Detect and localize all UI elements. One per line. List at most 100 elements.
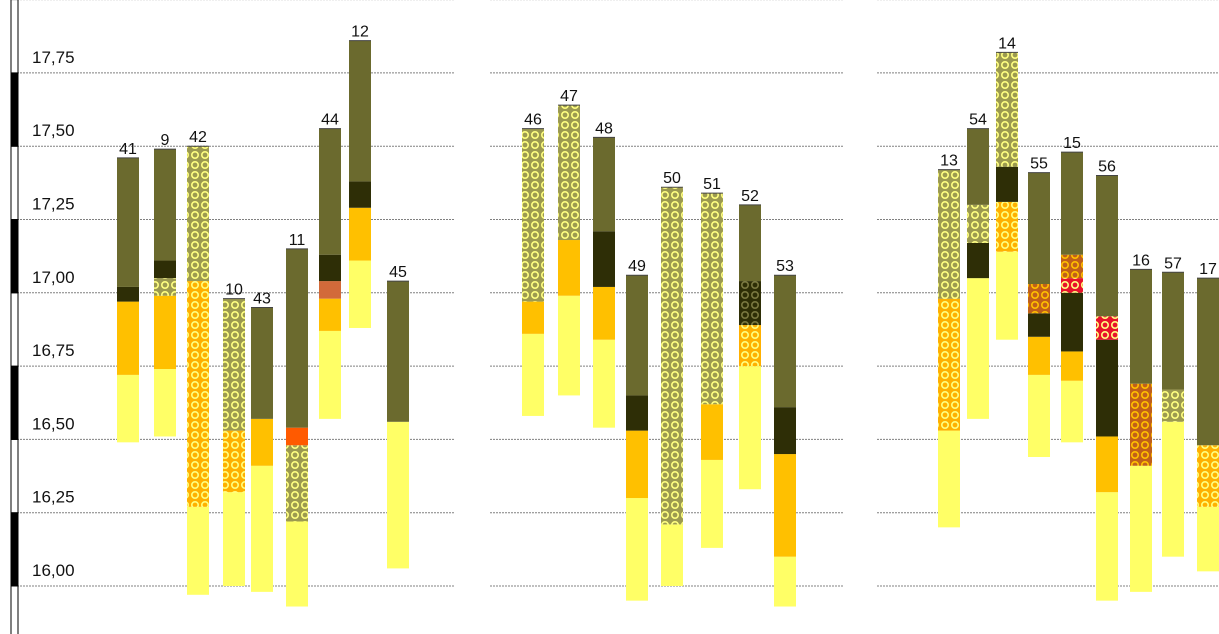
bar-segment-olive	[349, 40, 371, 182]
bar-segment-light-yellow	[739, 366, 761, 490]
bar-segment-rust-dots	[1061, 254, 1083, 279]
bar-segment-orange-dots	[996, 201, 1018, 252]
column-label: 12	[351, 24, 369, 41]
column-label: 41	[119, 141, 137, 158]
bar-segment-orange	[349, 207, 371, 261]
y-tick-label: 17,75	[32, 48, 75, 67]
axis-segment	[10, 145, 19, 220]
axis-segment	[10, 219, 19, 294]
bar-segment-light-yellow	[774, 556, 796, 607]
bar-segment-olive-dots	[701, 193, 723, 405]
bar-segment-orange	[558, 240, 580, 296]
column-label: 44	[321, 112, 339, 129]
bar-segment-olive	[626, 275, 648, 396]
column-label: 16	[1132, 252, 1150, 269]
bar-segment-olive	[286, 248, 308, 428]
bar-segment-light-yellow	[1197, 506, 1219, 572]
bar-segment-light-yellow	[593, 339, 615, 428]
bar-segment-olive	[117, 157, 139, 287]
bar-segment-dark	[154, 260, 176, 279]
axis-segment	[10, 585, 19, 634]
bar-segment-olive-dots	[661, 187, 683, 525]
bar-segment-olive-dots	[558, 105, 580, 241]
bar-segment-orange-dots	[187, 281, 209, 507]
bar-segment-red-dots	[1096, 316, 1118, 340]
bar-segment-olive-dots	[286, 445, 308, 522]
bar-segment-terracotta	[319, 281, 341, 299]
y-tick-label: 16,00	[32, 561, 75, 580]
bar-segment-olive-dots	[938, 169, 960, 299]
bar-segment-olive	[593, 137, 615, 232]
axis-segment	[10, 292, 19, 367]
bar-segment-dark-dots	[739, 281, 761, 326]
bar-segment-olive-dots	[223, 298, 245, 431]
axis-segment	[10, 72, 19, 147]
column-label: 54	[969, 112, 987, 129]
bar-segment-olive	[1028, 172, 1050, 285]
bar-segment-light-yellow	[701, 459, 723, 548]
bar-segment-light-yellow	[251, 465, 273, 592]
y-tick-label: 16,75	[32, 341, 75, 360]
y-tick-label: 16,25	[32, 488, 75, 507]
axis-segment	[10, 365, 19, 440]
bar-segment-rust-dots	[1130, 383, 1152, 466]
y-tick-label: 17,25	[32, 195, 75, 214]
column-label: 46	[524, 112, 542, 129]
bar-segment-orange	[626, 430, 648, 499]
bar-segment-orange	[1061, 351, 1083, 381]
column-label: 56	[1098, 159, 1116, 176]
bar-segment-red-orange	[286, 427, 308, 446]
column-labels: 41 9 42 10 43 11 44 12 45 46 47 48 49 50 51 52 53 13 54 14 5…	[119, 24, 1217, 308]
bar-segment-light-yellow	[938, 430, 960, 528]
bar-segment-olive	[1162, 272, 1184, 390]
bar-segment-dark	[349, 181, 371, 208]
column-label: 14	[998, 35, 1016, 52]
bar-segment-dark	[967, 242, 989, 279]
column-label: 17	[1199, 261, 1217, 278]
column-label: 45	[389, 264, 407, 281]
bar-segment-olive	[967, 128, 989, 205]
bar-segment-light-yellow	[349, 260, 371, 328]
bar-segment-olive	[387, 281, 409, 422]
bar-segment-orange	[319, 298, 341, 331]
y-axis: 16,00 16,25 16,50 16,75 17,00 17,25 17,50 17,75…	[10, 0, 75, 634]
column-label: 43	[253, 290, 271, 307]
bar-segment-light-yellow	[1028, 374, 1050, 457]
column-label: 55	[1030, 156, 1048, 173]
bar-segment-olive	[1096, 175, 1118, 317]
bar-segment-light-yellow	[626, 498, 648, 601]
bar-segment-light-yellow	[117, 374, 139, 443]
bar-segment-light-yellow	[1061, 380, 1083, 443]
bar-segment-olive	[251, 307, 273, 419]
bar-segment-olive	[774, 275, 796, 408]
bar-segment-orange	[774, 454, 796, 557]
bar-segment-olive-dots	[522, 128, 544, 302]
column-label: 42	[189, 129, 207, 146]
bar-segment-light-yellow	[661, 524, 683, 586]
bar-segment-dark	[996, 166, 1018, 202]
bar-segment-orange	[522, 301, 544, 334]
y-tick-label: 17,00	[32, 268, 75, 287]
bar-segment-orange	[251, 418, 273, 466]
column-label: 15	[1063, 135, 1081, 152]
bar-segment-olive-dots	[996, 52, 1018, 167]
bar-segment-olive	[739, 204, 761, 282]
column-label: 10	[225, 282, 243, 299]
bar-segment-rust-dots	[1028, 284, 1050, 314]
bar-segment-olive	[1130, 269, 1152, 384]
column-label: 53	[776, 258, 794, 275]
bar-segment-orange-dots	[739, 325, 761, 367]
bar-segment-orange	[154, 295, 176, 370]
bar-segment-olive	[154, 149, 176, 261]
bar-segment-olive	[1197, 278, 1219, 446]
bar-segment-olive	[319, 128, 341, 255]
column-label: 52	[741, 188, 759, 205]
bar-segment-light-yellow	[223, 492, 245, 586]
column-label: 51	[703, 176, 721, 193]
column-label: 47	[560, 88, 578, 105]
bar-segment-light-yellow	[1096, 492, 1118, 601]
bar-segment-dark	[1096, 339, 1118, 437]
column-label: 13	[940, 153, 958, 170]
axis-segment	[10, 438, 19, 514]
